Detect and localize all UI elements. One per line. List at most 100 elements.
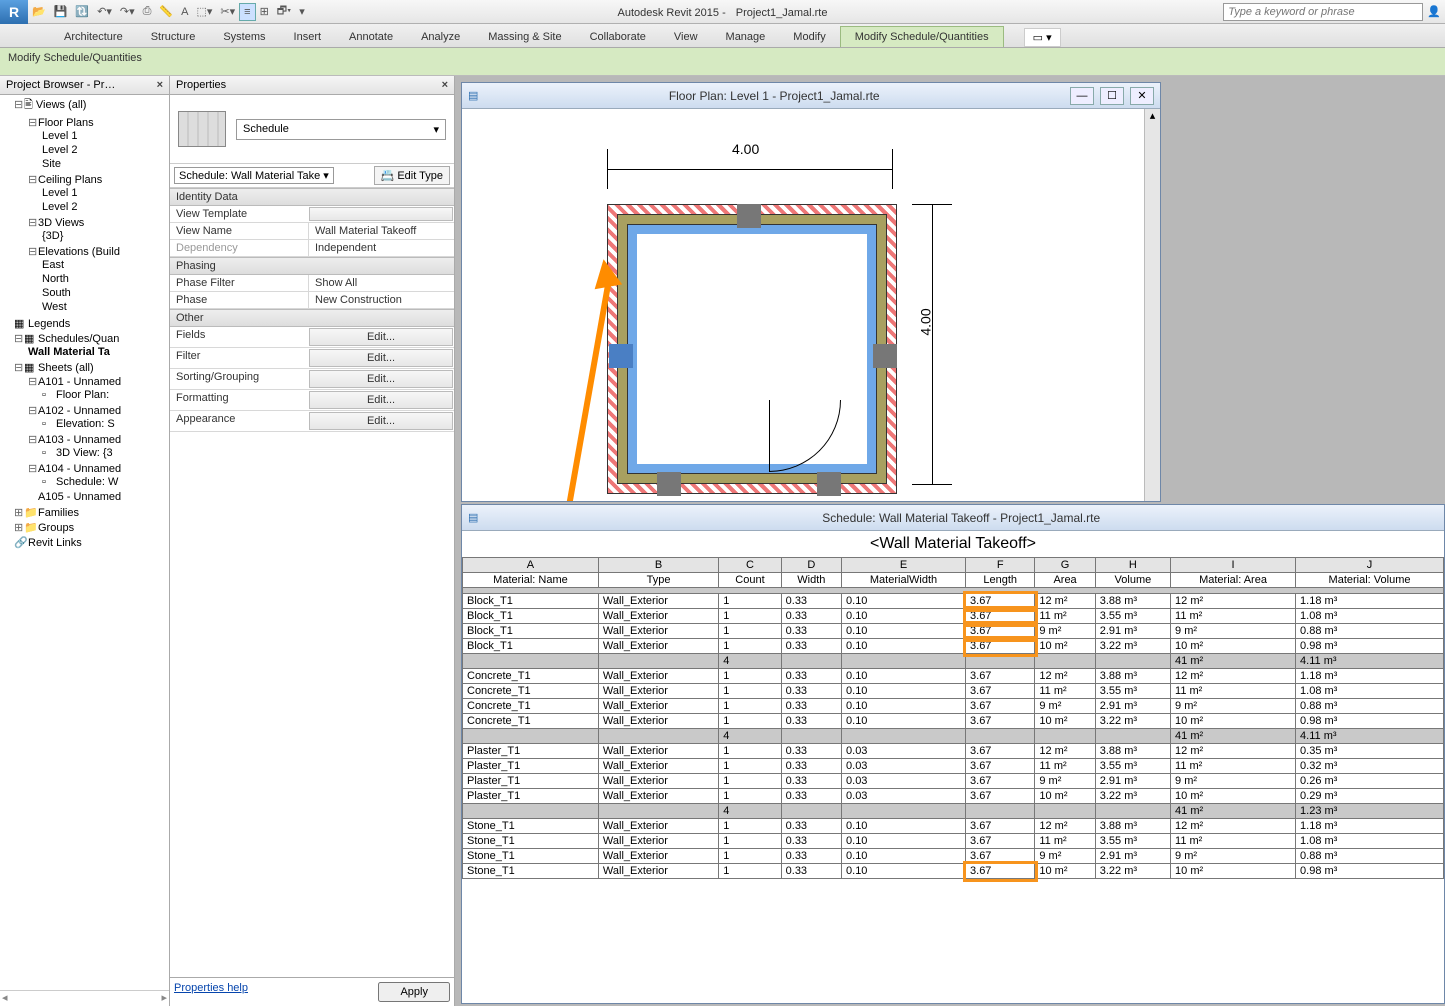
undo-icon[interactable]: ↶▾	[93, 3, 116, 20]
ribbon-tab-insert[interactable]: Insert	[280, 27, 336, 47]
table-cell[interactable]: 0.98 m³	[1296, 714, 1444, 729]
schedule-column-header[interactable]: Length	[966, 573, 1035, 588]
table-cell[interactable]: 10 m²	[1171, 714, 1296, 729]
text-icon[interactable]: A	[177, 4, 192, 20]
table-cell[interactable]: Wall_Exterior	[598, 789, 718, 804]
table-cell[interactable]: 3.67	[966, 744, 1035, 759]
table-cell[interactable]: 3.67	[966, 774, 1035, 789]
table-cell[interactable]: Concrete_T1	[463, 699, 599, 714]
schedule-column-header[interactable]: Width	[781, 573, 841, 588]
table-cell[interactable]: Wall_Exterior	[598, 699, 718, 714]
maximize-button[interactable]: ☐	[1100, 87, 1124, 105]
table-cell[interactable]: 3.67	[966, 759, 1035, 774]
close-icon[interactable]: ×	[442, 79, 448, 91]
property-value[interactable]: Edit...	[309, 412, 453, 430]
table-cell[interactable]: 10 m²	[1035, 789, 1095, 804]
table-cell[interactable]: 1	[719, 759, 781, 774]
table-cell[interactable]: 2.91 m³	[1095, 699, 1170, 714]
table-cell[interactable]: 3.67	[966, 849, 1035, 864]
table-cell[interactable]: 3.67	[966, 819, 1035, 834]
table-cell[interactable]: 1.18 m³	[1296, 594, 1444, 609]
table-cell[interactable]: 1	[719, 594, 781, 609]
property-row[interactable]: FieldsEdit...	[170, 327, 454, 348]
table-cell[interactable]: Stone_T1	[463, 819, 599, 834]
table-cell[interactable]: 9 m²	[1171, 849, 1296, 864]
sync-icon[interactable]: 🔃	[71, 3, 93, 20]
table-cell[interactable]: 0.10	[842, 609, 966, 624]
ribbon-tab-modify-schedule-quantities[interactable]: Modify Schedule/Quantities	[840, 26, 1004, 47]
table-cell[interactable]: 0.10	[842, 639, 966, 654]
table-cell[interactable]: 3.88 m³	[1095, 819, 1170, 834]
table-cell[interactable]: 11 m²	[1035, 609, 1095, 624]
table-cell[interactable]: 0.98 m³	[1296, 864, 1444, 879]
table-cell[interactable]: 3.67	[966, 669, 1035, 684]
table-cell[interactable]: 2.91 m³	[1095, 774, 1170, 789]
property-row[interactable]: View Template	[170, 206, 454, 223]
table-cell[interactable]: Wall_Exterior	[598, 714, 718, 729]
table-cell[interactable]: 10 m²	[1171, 789, 1296, 804]
schedule-column-letter[interactable]: B	[598, 558, 718, 573]
table-cell[interactable]: 0.33	[781, 669, 841, 684]
close-hidden-icon[interactable]: ⊞	[256, 3, 273, 20]
open-icon[interactable]: 📂	[28, 3, 50, 20]
table-cell[interactable]: Wall_Exterior	[598, 744, 718, 759]
ribbon-tab-manage[interactable]: Manage	[712, 27, 780, 47]
table-cell[interactable]: 3.55 m³	[1095, 759, 1170, 774]
schedule-column-letter[interactable]: H	[1095, 558, 1170, 573]
property-value[interactable]	[309, 207, 453, 221]
table-cell[interactable]: 12 m²	[1171, 819, 1296, 834]
table-cell[interactable]: 1.08 m³	[1296, 834, 1444, 849]
schedule-column-letter[interactable]: C	[719, 558, 781, 573]
minimize-button[interactable]: —	[1070, 87, 1094, 105]
table-cell[interactable]: 1.18 m³	[1296, 819, 1444, 834]
app-menu-button[interactable]: R	[0, 0, 28, 24]
table-cell[interactable]: 1	[719, 834, 781, 849]
edit-type-button[interactable]: 📇 Edit Type	[374, 166, 450, 185]
table-cell[interactable]: 0.98 m³	[1296, 639, 1444, 654]
property-row[interactable]: AppearanceEdit...	[170, 411, 454, 432]
property-value[interactable]: Edit...	[309, 391, 453, 409]
table-cell[interactable]: 0.33	[781, 774, 841, 789]
table-cell[interactable]: 1	[719, 789, 781, 804]
table-cell[interactable]: 0.03	[842, 759, 966, 774]
table-cell[interactable]: 0.32 m³	[1296, 759, 1444, 774]
table-cell[interactable]: Wall_Exterior	[598, 849, 718, 864]
property-value[interactable]: Wall Material Takeoff	[308, 223, 454, 239]
table-cell[interactable]: 3.88 m³	[1095, 594, 1170, 609]
ribbon-tab-modify[interactable]: Modify	[779, 27, 839, 47]
table-row[interactable]: Plaster_T1Wall_Exterior10.330.033.6710 m…	[463, 789, 1444, 804]
scroll-up-icon[interactable]: ▴	[1145, 109, 1160, 122]
table-cell[interactable]: Block_T1	[463, 639, 599, 654]
property-value[interactable]: Edit...	[309, 328, 453, 346]
infocenter-icon[interactable]: 👤	[1423, 3, 1445, 20]
search-input[interactable]	[1223, 3, 1423, 21]
table-cell[interactable]: Wall_Exterior	[598, 684, 718, 699]
table-row[interactable]: Block_T1Wall_Exterior10.330.103.6710 m²3…	[463, 639, 1444, 654]
table-cell[interactable]: 3.67	[966, 699, 1035, 714]
table-cell[interactable]: 3.55 m³	[1095, 684, 1170, 699]
table-cell[interactable]: 3.67	[966, 609, 1035, 624]
table-cell[interactable]: 1	[719, 849, 781, 864]
table-cell[interactable]: Wall_Exterior	[598, 759, 718, 774]
property-row[interactable]: Sorting/GroupingEdit...	[170, 369, 454, 390]
table-cell[interactable]: 0.10	[842, 834, 966, 849]
table-cell[interactable]: 9 m²	[1035, 774, 1095, 789]
table-cell[interactable]: 0.10	[842, 669, 966, 684]
table-cell[interactable]: 3.55 m³	[1095, 609, 1170, 624]
table-cell[interactable]: 3.88 m³	[1095, 744, 1170, 759]
table-row[interactable]: Block_T1Wall_Exterior10.330.103.6711 m²3…	[463, 609, 1444, 624]
table-cell[interactable]: 0.33	[781, 624, 841, 639]
table-cell[interactable]: 11 m²	[1171, 834, 1296, 849]
property-row[interactable]: DependencyIndependent	[170, 240, 454, 257]
table-cell[interactable]: 12 m²	[1035, 669, 1095, 684]
table-cell[interactable]: 3.67	[966, 714, 1035, 729]
table-cell[interactable]: Block_T1	[463, 594, 599, 609]
table-cell[interactable]: 3.22 m³	[1095, 639, 1170, 654]
table-cell[interactable]: 1	[719, 699, 781, 714]
table-cell[interactable]: 2.91 m³	[1095, 624, 1170, 639]
table-cell[interactable]: 0.33	[781, 744, 841, 759]
table-cell[interactable]: Concrete_T1	[463, 714, 599, 729]
table-cell[interactable]: 3.67	[966, 639, 1035, 654]
table-cell[interactable]: 3.67	[966, 624, 1035, 639]
switch-windows-icon[interactable]: 🗗▾	[273, 0, 295, 23]
